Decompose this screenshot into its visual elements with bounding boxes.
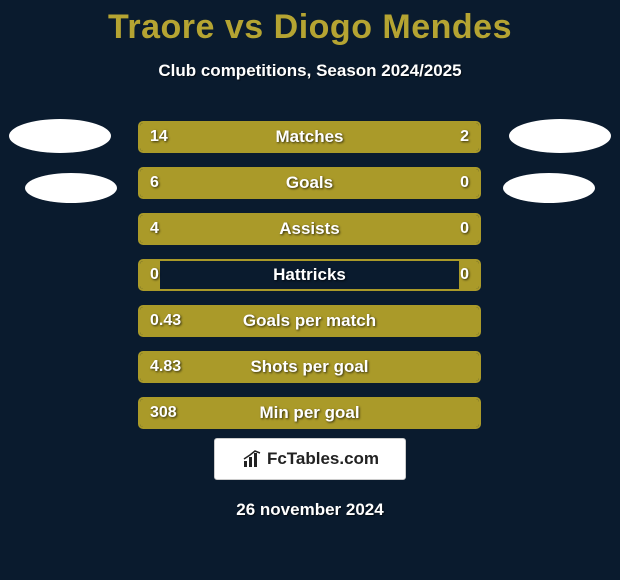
stat-bar-left xyxy=(140,307,479,335)
page-title: Traore vs Diogo Mendes xyxy=(0,0,620,47)
stat-bar-left xyxy=(140,261,160,289)
stat-bar-right xyxy=(401,123,479,151)
credit-text: FcTables.com xyxy=(267,449,379,469)
player-right-avatar-1 xyxy=(509,119,611,153)
stat-row: Hattricks00 xyxy=(138,259,481,291)
comparison-rows: Matches142 Goals60 Assists40 Hattricks00 Goa… xyxy=(138,121,481,443)
stat-bar-left xyxy=(140,399,479,427)
stat-bar-right xyxy=(411,215,479,243)
player-right-avatar-2 xyxy=(503,173,595,203)
stat-bar-right xyxy=(459,261,479,289)
stat-bar-left xyxy=(140,123,401,151)
player-left-avatar-2 xyxy=(25,173,117,203)
stat-row: Min per goal308 xyxy=(138,397,481,429)
stat-row: Goals60 xyxy=(138,167,481,199)
subtitle: Club competitions, Season 2024/2025 xyxy=(0,61,620,81)
stat-row: Goals per match0.43 xyxy=(138,305,481,337)
date-label: 26 november 2024 xyxy=(0,500,620,520)
stat-row: Assists40 xyxy=(138,213,481,245)
credit-box[interactable]: FcTables.com xyxy=(214,438,406,480)
chart-icon xyxy=(241,448,263,470)
stat-bar-left xyxy=(140,353,479,381)
stat-bar-left xyxy=(140,169,479,197)
stat-row: Matches142 xyxy=(138,121,481,153)
stat-row: Shots per goal4.83 xyxy=(138,351,481,383)
stat-bar-left xyxy=(140,215,411,243)
player-left-avatar-1 xyxy=(9,119,111,153)
